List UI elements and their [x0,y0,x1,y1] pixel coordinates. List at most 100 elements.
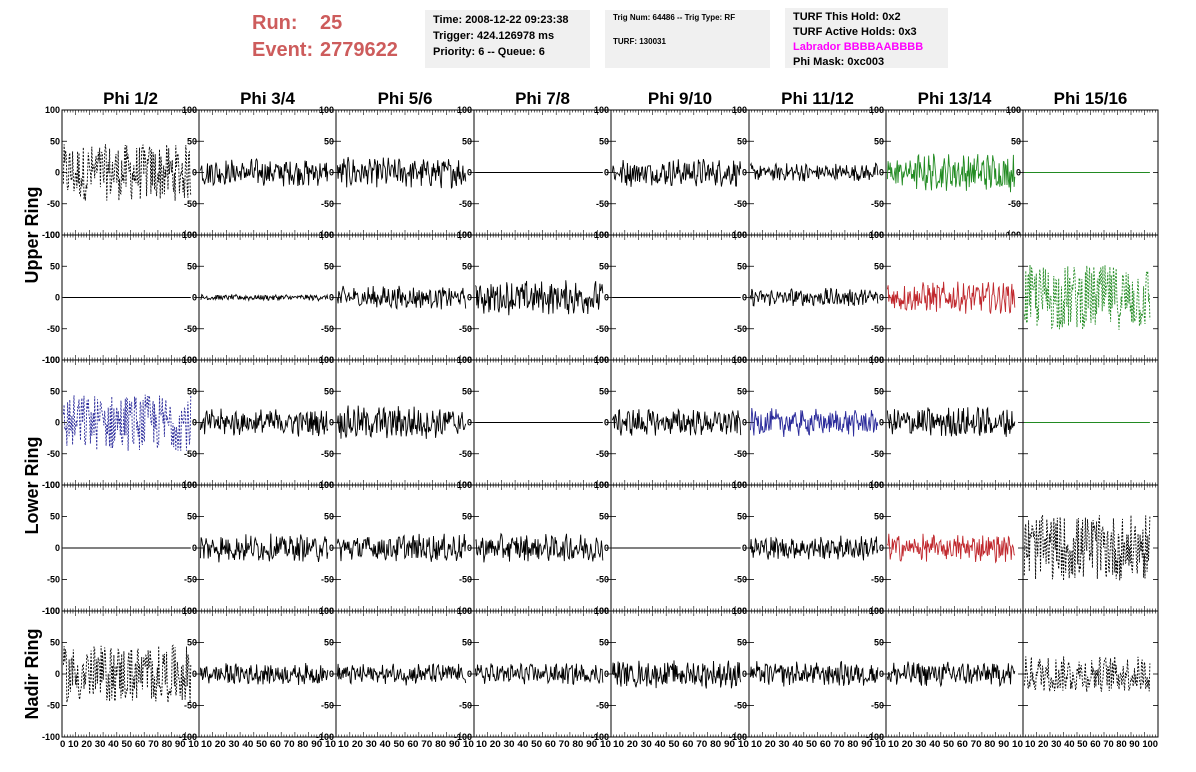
y-tick-label: 50 [462,638,472,648]
y-tick-label: 50 [50,638,60,648]
y-tick-label: 100 [594,355,609,365]
x-tick-labels: 10 20 30 40 50 60 70 80 90 10 [613,739,749,749]
y-tick-label: 100 [594,606,609,616]
y-tick-label: 0 [604,418,609,428]
y-tick-label: 0 [55,418,60,428]
waveform-trace [749,407,879,438]
y-tick-label: 0 [742,543,747,553]
y-tick-label: 0 [879,669,884,679]
y-tick-label: 50 [599,386,609,396]
y-tick-label: 0 [879,168,884,178]
trigger-text: Trigger: 424.126978 ms [433,30,555,42]
y-tick-label: 50 [874,512,884,522]
column-title: Phi 3/4 [240,89,295,108]
y-tick-label: 50 [737,386,747,396]
x-tick-labels: 10 20 30 40 50 60 70 80 90 10 [338,739,474,749]
event-value: 2779622 [320,39,398,61]
y-tick-label: 50 [50,386,60,396]
y-tick-label: -50 [871,701,884,711]
y-tick-label: 0 [192,543,197,553]
y-tick-label: -100 [316,732,334,742]
y-tick-label: -100 [179,732,197,742]
y-tick-label: 0 [55,543,60,553]
y-tick-label: 0 [329,418,334,428]
y-tick-label: 50 [187,136,197,146]
waveform-trace [336,663,467,686]
y-tick-label: 50 [874,261,884,271]
waveform-trace [199,662,329,686]
y-tick-label: 0 [879,293,884,303]
y-tick-label: 100 [319,480,334,490]
y-tick-label: 100 [869,480,884,490]
waveform-trace [611,660,742,689]
waveform-trace [474,662,604,686]
waveform-trace [200,293,329,302]
y-tick-label: -50 [184,199,197,209]
y-tick-label: 50 [187,261,197,271]
column-title: Phi 5/6 [378,89,433,108]
column-title: Phi 13/14 [918,89,992,108]
y-tick-label: 0 [55,168,60,178]
y-tick-label: 0 [879,543,884,553]
y-tick-label: 50 [1011,136,1021,146]
y-tick-label: -50 [459,449,472,459]
y-tick-label: 50 [324,386,334,396]
x-tick-labels: 10 20 30 40 50 60 70 80 90 10 [751,739,886,749]
y-tick-label: -50 [47,575,60,585]
waveform-trace [749,535,879,561]
y-tick-label: -100 [42,732,60,742]
y-tick-label: -100 [866,732,884,742]
run-event-block: Run: 25 Event: 2779622 [252,10,398,64]
y-tick-label: -100 [591,732,609,742]
waveform-trace [886,153,1016,193]
y-tick-label: 0 [604,168,609,178]
y-tick-label: 100 [45,606,60,616]
y-tick-label: -50 [184,575,197,585]
column-title: Phi 7/8 [515,89,570,108]
y-tick-label: -50 [459,199,472,209]
waveform-trace [886,281,1016,314]
y-tick-label: 50 [187,638,197,648]
y-tick-label: 0 [467,293,472,303]
y-tick-label: 100 [869,606,884,616]
y-tick-label: -50 [734,449,747,459]
y-tick-label: 50 [737,261,747,271]
y-tick-label: 100 [457,606,472,616]
y-tick-label: -50 [596,324,609,334]
y-tick-label: 100 [182,606,197,616]
turf-this-hold-text: TURF This Hold: 0x2 [793,11,901,23]
y-tick-label: 0 [467,168,472,178]
turf-text: TURF: 130031 [613,37,666,46]
turf-active-holds-text: TURF Active Holds: 0x3 [793,26,917,38]
y-tick-label: 100 [182,355,197,365]
y-tick-label: -50 [459,701,472,711]
y-tick-label: 50 [324,638,334,648]
waveform-panel [1022,359,1159,486]
waveform-trace [1023,264,1151,330]
y-tick-label: 100 [457,230,472,240]
y-tick-label: -50 [47,449,60,459]
y-tick-label: 0 [55,293,60,303]
y-tick-label: 0 [329,168,334,178]
y-tick-label: -50 [734,701,747,711]
waveform-panel [1022,610,1159,738]
y-tick-label: -50 [734,199,747,209]
y-tick-label: 50 [50,136,60,146]
y-tick-label: 100 [457,480,472,490]
y-tick-label: 50 [50,512,60,522]
